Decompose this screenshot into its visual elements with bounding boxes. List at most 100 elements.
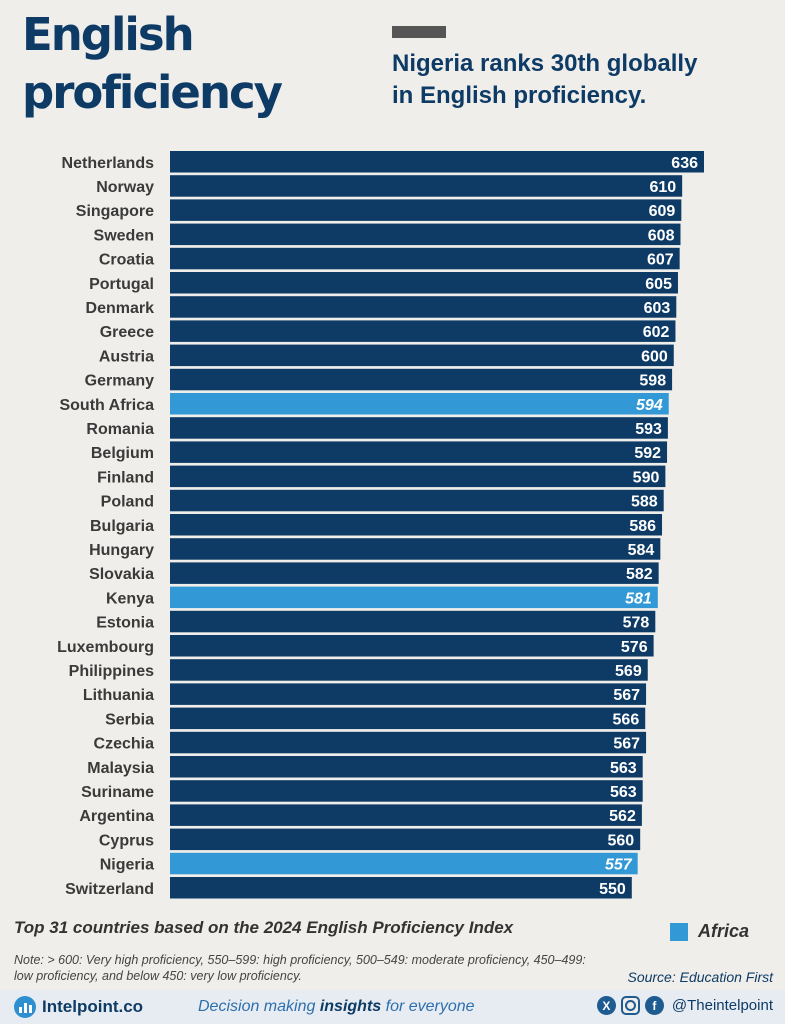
value-label-belgium: 592: [634, 445, 661, 462]
category-label-denmark: Denmark: [86, 300, 155, 317]
value-label-croatia: 607: [647, 252, 674, 269]
value-label-hungary: 584: [628, 542, 655, 559]
value-label-austria: 600: [641, 348, 668, 365]
bar-philippines: [170, 659, 648, 681]
subtitle: Nigeria ranks 30th globally in English p…: [392, 48, 782, 112]
value-label-bulgaria: 586: [629, 518, 656, 535]
category-label-czechia: Czechia: [94, 736, 155, 753]
category-label-hungary: Hungary: [89, 542, 154, 559]
bar-germany: [170, 368, 673, 391]
bar-switzerland: [170, 877, 632, 899]
subtitle-line-2: in English proficiency.: [392, 82, 647, 109]
social-links: X f @Theintelpoint: [596, 996, 773, 1015]
value-label-romania: 593: [635, 421, 662, 438]
category-label-nigeria: Nigeria: [100, 857, 154, 874]
category-label-serbia: Serbia: [105, 711, 154, 728]
value-label-malaysia: 563: [610, 760, 637, 777]
category-label-poland: Poland: [101, 494, 154, 511]
bar-cyprus: [170, 828, 641, 851]
category-label-greece: Greece: [100, 324, 154, 341]
tagline: Decision making insights for everyone: [198, 998, 475, 1016]
legend-swatch-africa: [670, 922, 688, 941]
value-label-switzerland: 550: [599, 881, 626, 898]
facebook-icon[interactable]: f: [644, 996, 664, 1015]
value-label-slovakia: 582: [626, 566, 653, 583]
page-title: English proficiency: [22, 6, 283, 122]
value-label-lithuania: 567: [613, 687, 640, 704]
category-label-netherlands: Netherlands: [62, 155, 155, 172]
legend-label-africa: Africa: [698, 921, 750, 941]
bar-romania: [170, 417, 668, 439]
value-label-luxembourg: 576: [621, 639, 648, 656]
accent-bar: [392, 26, 446, 38]
value-label-greece: 602: [643, 324, 670, 341]
value-label-cyprus: 560: [607, 832, 634, 849]
value-label-argentina: 562: [609, 808, 636, 825]
category-label-suriname: Suriname: [81, 784, 154, 801]
category-label-estonia: Estonia: [96, 615, 154, 632]
source-text: Source: Education First: [627, 969, 773, 985]
category-label-slovakia: Slovakia: [89, 566, 154, 583]
value-label-suriname: 563: [610, 784, 637, 801]
bar-czechia: [170, 731, 647, 754]
bar-sweden: [170, 223, 681, 246]
title-line-1: English: [22, 8, 195, 61]
bar-netherlands: [170, 151, 704, 173]
brand-name: Intelpoint.co: [42, 997, 144, 1016]
value-label-philippines: 569: [615, 663, 642, 680]
category-label-philippines: Philippines: [69, 663, 154, 680]
bar-malaysia: [170, 756, 643, 778]
title-line-2: proficiency: [22, 66, 283, 119]
bar-portugal: [170, 272, 678, 294]
subtitle-line-1: Nigeria ranks 30th globally: [392, 50, 698, 77]
value-label-finland: 590: [633, 469, 660, 486]
social-handle[interactable]: @Theintelpoint: [671, 997, 773, 1014]
category-label-kenya: Kenya: [106, 590, 154, 607]
bar-chart-logo-icon: [14, 996, 36, 1018]
bar-hungary: [170, 538, 661, 560]
bar-norway: [170, 175, 683, 197]
tagline-pre: Decision making: [198, 998, 320, 1015]
category-label-germany: Germany: [85, 373, 154, 390]
bar-nigeria: [170, 852, 638, 875]
value-label-norway: 610: [649, 179, 676, 196]
category-label-cyprus: Cyprus: [99, 832, 154, 849]
value-label-czechia: 567: [613, 736, 640, 753]
bar-singapore: [170, 199, 682, 221]
value-label-singapore: 609: [649, 203, 676, 220]
bar-estonia: [170, 610, 656, 633]
brand[interactable]: Intelpoint.co: [14, 996, 143, 1018]
category-label-luxembourg: Luxembourg: [57, 639, 154, 656]
category-label-croatia: Croatia: [99, 252, 154, 269]
proficiency-note: Note: > 600: Very high proficiency, 550–…: [14, 953, 586, 983]
category-label-switzerland: Switzerland: [65, 881, 154, 898]
bar-croatia: [170, 247, 680, 270]
category-label-belgium: Belgium: [91, 445, 154, 462]
value-label-sweden: 608: [648, 227, 675, 244]
bar-kenya: [170, 586, 658, 609]
footer-bar: Intelpoint.co Decision making insights f…: [0, 990, 785, 1024]
value-label-germany: 598: [639, 373, 666, 390]
bar-denmark: [170, 296, 677, 318]
bar-belgium: [170, 441, 668, 463]
category-label-bulgaria: Bulgaria: [90, 518, 154, 535]
instagram-icon[interactable]: [620, 996, 640, 1015]
chart-caption: Top 31 countries based on the 2024 Engli…: [14, 918, 514, 937]
bar-lithuania: [170, 683, 647, 705]
tagline-bold: insights: [319, 998, 382, 1015]
bar-serbia: [170, 707, 646, 730]
category-label-lithuania: Lithuania: [83, 687, 154, 704]
bar-luxembourg: [170, 635, 654, 657]
bar-austria: [170, 344, 674, 367]
x-icon[interactable]: X: [596, 996, 616, 1015]
bar-argentina: [170, 804, 642, 826]
category-label-south-africa: South Africa: [59, 397, 154, 414]
tagline-post: for everyone: [381, 998, 475, 1015]
category-label-austria: Austria: [99, 348, 154, 365]
category-label-argentina: Argentina: [79, 808, 154, 825]
value-label-kenya: 581: [625, 590, 652, 607]
value-label-portugal: 605: [645, 276, 672, 293]
bar-suriname: [170, 780, 643, 802]
bar-slovakia: [170, 562, 659, 584]
category-label-malaysia: Malaysia: [87, 760, 154, 777]
